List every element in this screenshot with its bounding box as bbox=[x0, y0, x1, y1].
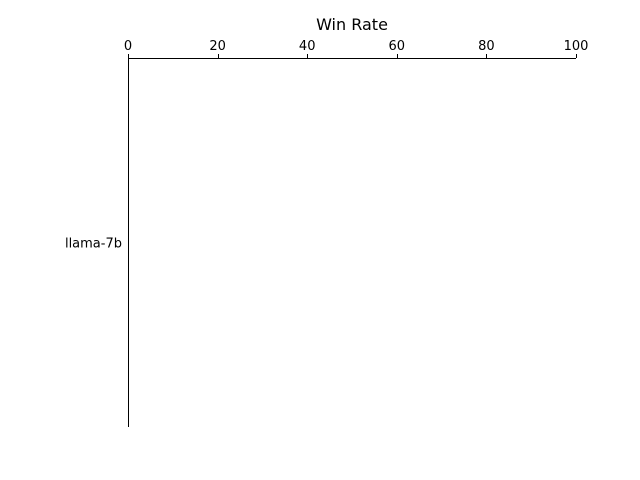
x-tick-label: 100 bbox=[564, 39, 589, 54]
x-ticks: 0 20 40 60 80 100 bbox=[124, 39, 589, 58]
x-tick-label: 0 bbox=[124, 39, 132, 54]
y-tick-label: llama-7b bbox=[65, 237, 122, 252]
y-ticks: llama-7b bbox=[65, 237, 122, 252]
x-tick-label: 20 bbox=[209, 39, 226, 54]
x-axis-title: Win Rate bbox=[316, 15, 388, 34]
x-tick-label: 60 bbox=[389, 39, 406, 54]
x-tick-label: 80 bbox=[478, 39, 495, 54]
x-tick-label: 40 bbox=[299, 39, 316, 54]
